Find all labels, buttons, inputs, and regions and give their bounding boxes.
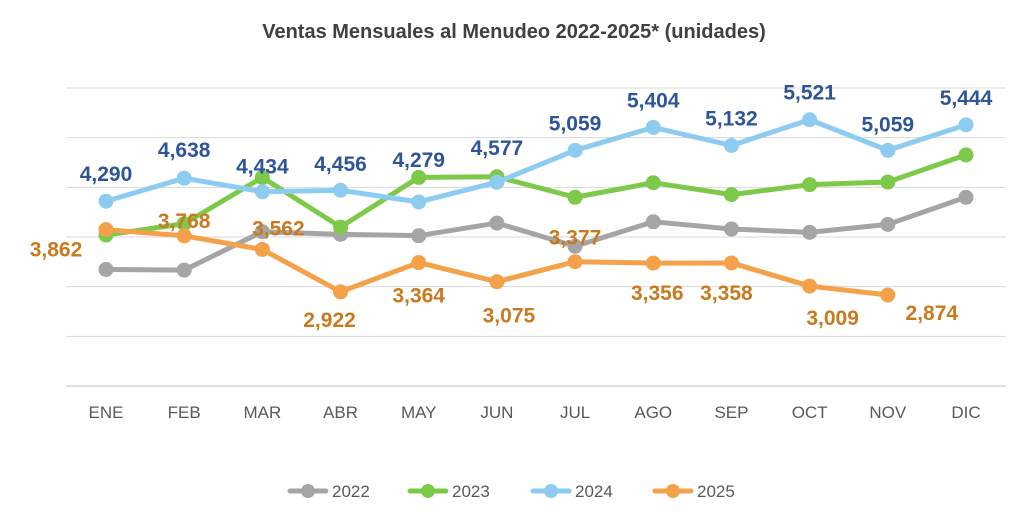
data-point-2023 (880, 174, 896, 190)
data-point-2023 (802, 177, 818, 193)
data-point-2023 (958, 147, 974, 163)
legend-label-2025: 2025 (697, 482, 735, 501)
data-point-2023 (254, 169, 270, 185)
x-tick-label: MAY (401, 403, 437, 422)
legend-marker-2024 (544, 484, 558, 498)
legend-marker-2023 (421, 484, 435, 498)
data-point-2024 (176, 170, 192, 186)
data-point-2025 (98, 222, 114, 238)
data-label-2025: 3,862 (30, 239, 83, 262)
data-point-2023 (567, 189, 583, 205)
series-line-2024 (103, 117, 969, 205)
legend-label-2024: 2024 (575, 482, 613, 501)
legend-marker-2022 (301, 484, 315, 498)
data-point-2025 (333, 284, 349, 300)
data-point-2024 (411, 194, 427, 210)
data-point-2024 (567, 142, 583, 158)
data-point-2023 (723, 187, 739, 203)
data-point-2024 (723, 137, 739, 153)
data-point-2025 (411, 255, 427, 271)
data-point-2023 (333, 219, 349, 235)
data-label-2025: 3,562 (252, 217, 305, 240)
data-point-2022 (489, 215, 505, 231)
data-label-2025: 3,377 (549, 227, 602, 250)
x-axis-ticks: ENE FEB MAR ABR MAY JUN JUL AGO SEP OCT NOV DIC (89, 403, 981, 422)
data-point-2024 (489, 174, 505, 190)
data-point-2024 (958, 117, 974, 133)
data-point-2025 (880, 287, 896, 303)
data-point-2024 (880, 142, 896, 158)
x-tick-label: AGO (634, 403, 672, 422)
data-label-2024: 4,456 (314, 153, 367, 176)
data-labels: 4,290 4,638 4,434 4,456 4,279 4,577 5,059 5,404… (30, 82, 993, 332)
data-label-2024: 4,279 (392, 149, 445, 172)
data-label-2024: 5,404 (627, 89, 680, 112)
data-point-2022 (176, 262, 192, 278)
x-tick-label: SEP (714, 403, 748, 422)
data-point-2025 (176, 228, 192, 244)
data-label-2024: 5,521 (783, 82, 836, 105)
data-point-2022 (802, 224, 818, 240)
data-point-2022 (254, 224, 270, 240)
data-point-2025 (254, 241, 270, 257)
x-tick-label: ENE (89, 403, 124, 422)
x-tick-label: JUL (560, 403, 590, 422)
data-label-2025: 2,922 (303, 309, 356, 332)
series-lines (98, 112, 974, 303)
legend: 2022 2023 2024 2025 (287, 482, 735, 501)
data-label-2024: 4,577 (471, 137, 524, 160)
x-tick-label: NOV (869, 403, 907, 422)
data-point-2024 (98, 193, 114, 209)
x-tick-label: DIC (951, 403, 980, 422)
x-tick-label: JUN (480, 403, 513, 422)
data-point-2025 (567, 254, 583, 270)
data-label-2025: 3,358 (700, 282, 753, 305)
data-point-2022 (645, 214, 661, 230)
chart-title: Ventas Mensuales al Menudeo 2022-2025* (… (262, 21, 766, 43)
x-tick-label: ABR (323, 403, 358, 422)
x-tick-label: OCT (792, 403, 828, 422)
legend-label-2023: 2023 (452, 482, 490, 501)
data-point-2022 (567, 238, 583, 254)
series-line-2022 (103, 194, 969, 273)
data-point-2025 (802, 278, 818, 294)
legend-label-2022: 2022 (332, 482, 370, 501)
data-point-2023 (411, 169, 427, 185)
data-point-2024 (802, 112, 818, 128)
data-point-2023 (176, 216, 192, 232)
legend-marker-2025 (666, 484, 680, 498)
data-label-2025: 3,364 (392, 285, 445, 308)
series-line-2023 (103, 152, 969, 238)
data-label-2025: 2,874 (906, 302, 959, 325)
data-point-2022 (880, 216, 896, 232)
data-label-2025: 3,075 (483, 305, 536, 328)
data-point-2025 (489, 274, 505, 290)
data-label-2024: 5,132 (705, 107, 758, 130)
data-point-2022 (958, 189, 974, 205)
data-label-2025: 3,009 (806, 307, 859, 330)
data-label-2024: 4,290 (80, 163, 133, 186)
data-label-2024: 5,059 (862, 113, 915, 136)
data-point-2025 (645, 255, 661, 271)
data-point-2024 (645, 119, 661, 135)
data-label-2024: 4,434 (236, 156, 289, 179)
data-label-2024: 4,638 (158, 139, 211, 162)
data-point-2023 (645, 175, 661, 191)
data-point-2025 (723, 255, 739, 271)
data-point-2024 (333, 182, 349, 198)
data-label-2024: 5,444 (940, 87, 993, 110)
data-label-2024: 5,059 (549, 112, 602, 135)
data-point-2022 (98, 261, 114, 277)
data-point-2022 (723, 221, 739, 237)
x-tick-label: MAR (243, 403, 281, 422)
data-point-2022 (411, 228, 427, 244)
data-label-2025: 3,356 (631, 282, 684, 305)
data-point-2024 (254, 184, 270, 200)
data-label-2025: 3,768 (158, 210, 211, 233)
x-tick-label: FEB (168, 403, 201, 422)
